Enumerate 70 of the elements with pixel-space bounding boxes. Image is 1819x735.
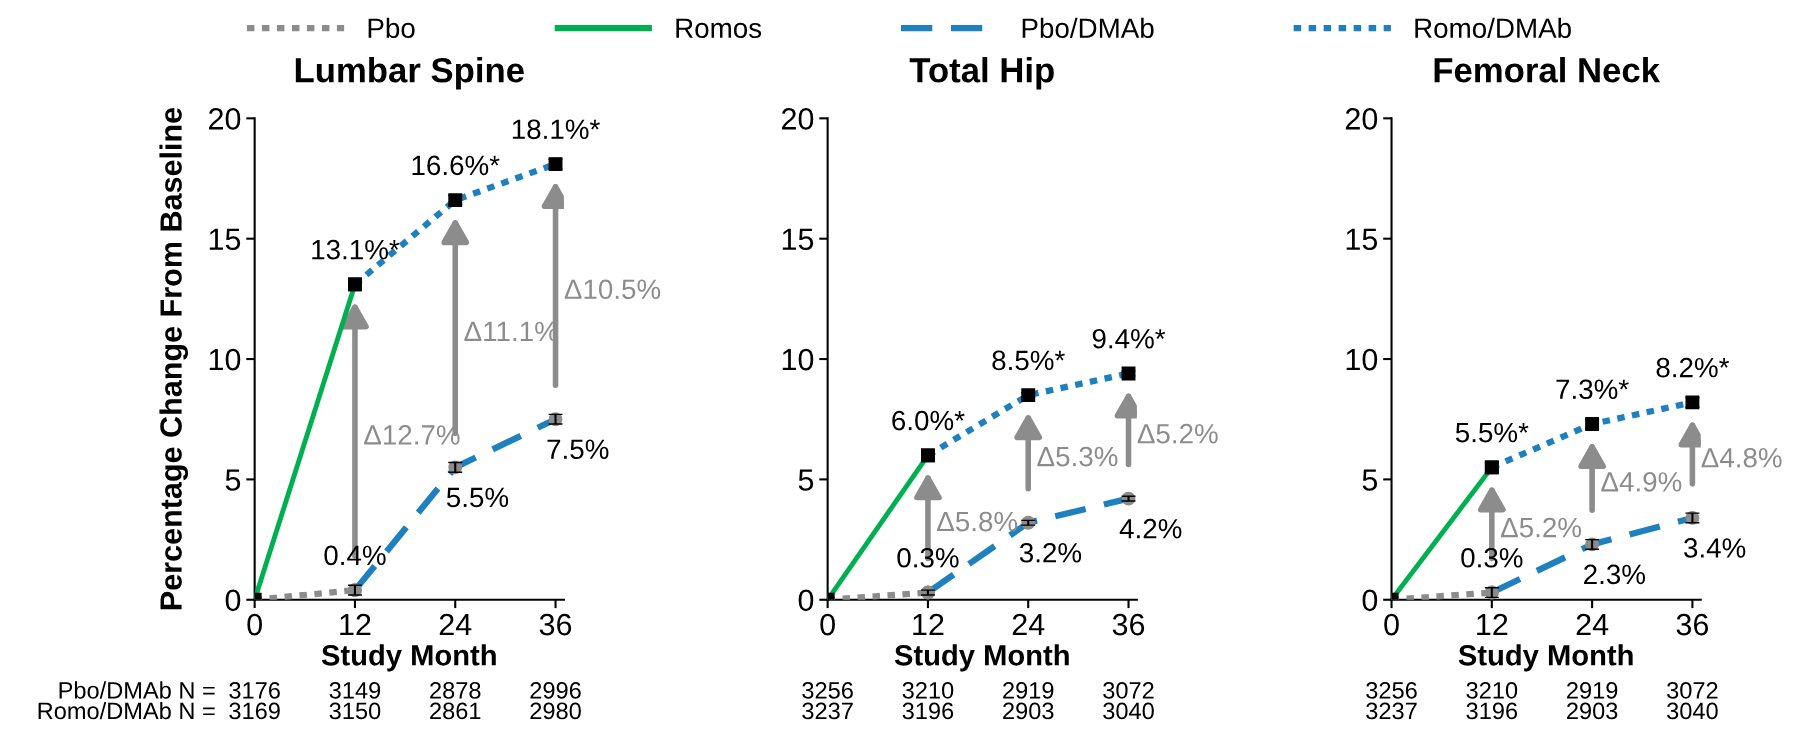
annotation: Δ12.7% — [364, 425, 460, 445]
y-tick-label: 5 — [798, 469, 814, 491]
annotation: Δ5.3% — [1037, 446, 1118, 467]
x-tick-label: 24 — [1012, 613, 1045, 636]
y-tick-label: 0 — [1362, 589, 1378, 612]
data-label: 7.3%* — [1556, 379, 1629, 400]
x-tick-label: 12 — [1477, 613, 1508, 636]
text: Pbo/DMAb N = 3176 3149 2878 2996 — [59, 681, 581, 699]
data-label: 0.3% — [897, 547, 959, 568]
y-tick-label: 5 — [1362, 469, 1378, 491]
data-label: 6.0%* — [892, 410, 965, 431]
text: Romo/DMAb N = 3169 3150 2861 2980 — [38, 701, 581, 720]
x-tick-label: 0 — [247, 613, 262, 636]
y-tick-label: 15 — [209, 228, 241, 251]
legend-label: Pbo — [368, 17, 415, 39]
y-tick-label: 10 — [1346, 348, 1378, 371]
data-label: 8.2%* — [1656, 357, 1730, 378]
x-tick-label: 24 — [439, 613, 472, 636]
x-tick-label: 36 — [539, 613, 572, 636]
x-tick-label: 0 — [820, 613, 835, 636]
annotation: Δ5.2% — [1500, 517, 1582, 538]
data-label: 7.5% — [547, 439, 609, 460]
annotation: Δ5.8% — [937, 511, 1018, 532]
y-tick-label: 15 — [1346, 228, 1378, 251]
text: 3256 3210 2919 3072 — [1366, 681, 1718, 699]
data-label: 3.2% — [1019, 542, 1082, 563]
data-label: 3.4% — [1684, 538, 1746, 558]
chart-title: Lumbar Spine — [295, 57, 524, 90]
data-label: 16.6%* — [412, 155, 500, 176]
y-axis-title: Percentage Change From Baseline — [159, 107, 189, 610]
text: 3237 3196 2903 3040 — [1366, 702, 1718, 720]
y-tick-label: 20 — [209, 108, 241, 130]
text: Δ10.5% — [564, 279, 661, 300]
data-label: 0.4% — [324, 545, 386, 566]
text: Δ5.2% — [1137, 423, 1218, 444]
y-tick-label: 0 — [225, 589, 241, 612]
y-tick-label: 10 — [782, 348, 814, 371]
x-axis-title: Study Month — [1458, 644, 1633, 672]
y-tick-label: 20 — [782, 108, 814, 130]
y-tick-label: 15 — [782, 228, 814, 251]
data-label: 0.3% — [1461, 547, 1523, 568]
legend-label: Pbo/DMAb — [1022, 17, 1154, 39]
x-axis-title: Study Month — [894, 644, 1069, 672]
x-tick-label: 36 — [1112, 613, 1145, 636]
x-tick-label: 0 — [1384, 613, 1399, 636]
data-label: 8.5%* — [992, 350, 1065, 371]
text: 3237 3196 2903 3040 — [802, 702, 1154, 720]
x-axis-title: Study Month — [321, 644, 496, 672]
data-label: 5.5% — [446, 487, 509, 508]
x-tick-label: 36 — [1676, 613, 1709, 636]
y-tick-label: 5 — [225, 469, 241, 491]
text: 3256 3210 2919 3072 — [802, 681, 1154, 699]
chart-title: Femoral Neck — [1434, 57, 1661, 83]
data-label: 18.1%* — [512, 119, 600, 140]
data-label: 9.4%* — [1092, 328, 1166, 349]
y-tick-label: 10 — [209, 348, 241, 371]
annotation: Δ4.9% — [1601, 472, 1682, 492]
y-tick-label: 0 — [798, 589, 814, 612]
x-tick-label: 12 — [340, 613, 371, 636]
y-tick-label: 20 — [1345, 108, 1378, 130]
x-tick-label: 24 — [1576, 613, 1609, 636]
legend-label: Romos — [676, 18, 762, 39]
x-tick-label: 12 — [913, 613, 944, 636]
data-label: 5.5%* — [1455, 422, 1529, 443]
data-label: 4.2% — [1119, 518, 1182, 539]
data-label: 13.1%* — [312, 239, 400, 260]
chart-title: Total Hip — [909, 57, 1054, 90]
data-label: 2.3% — [1584, 564, 1646, 585]
legend-label: Romo/DMAb — [1415, 17, 1571, 39]
text: Δ4.8% — [1701, 447, 1782, 468]
